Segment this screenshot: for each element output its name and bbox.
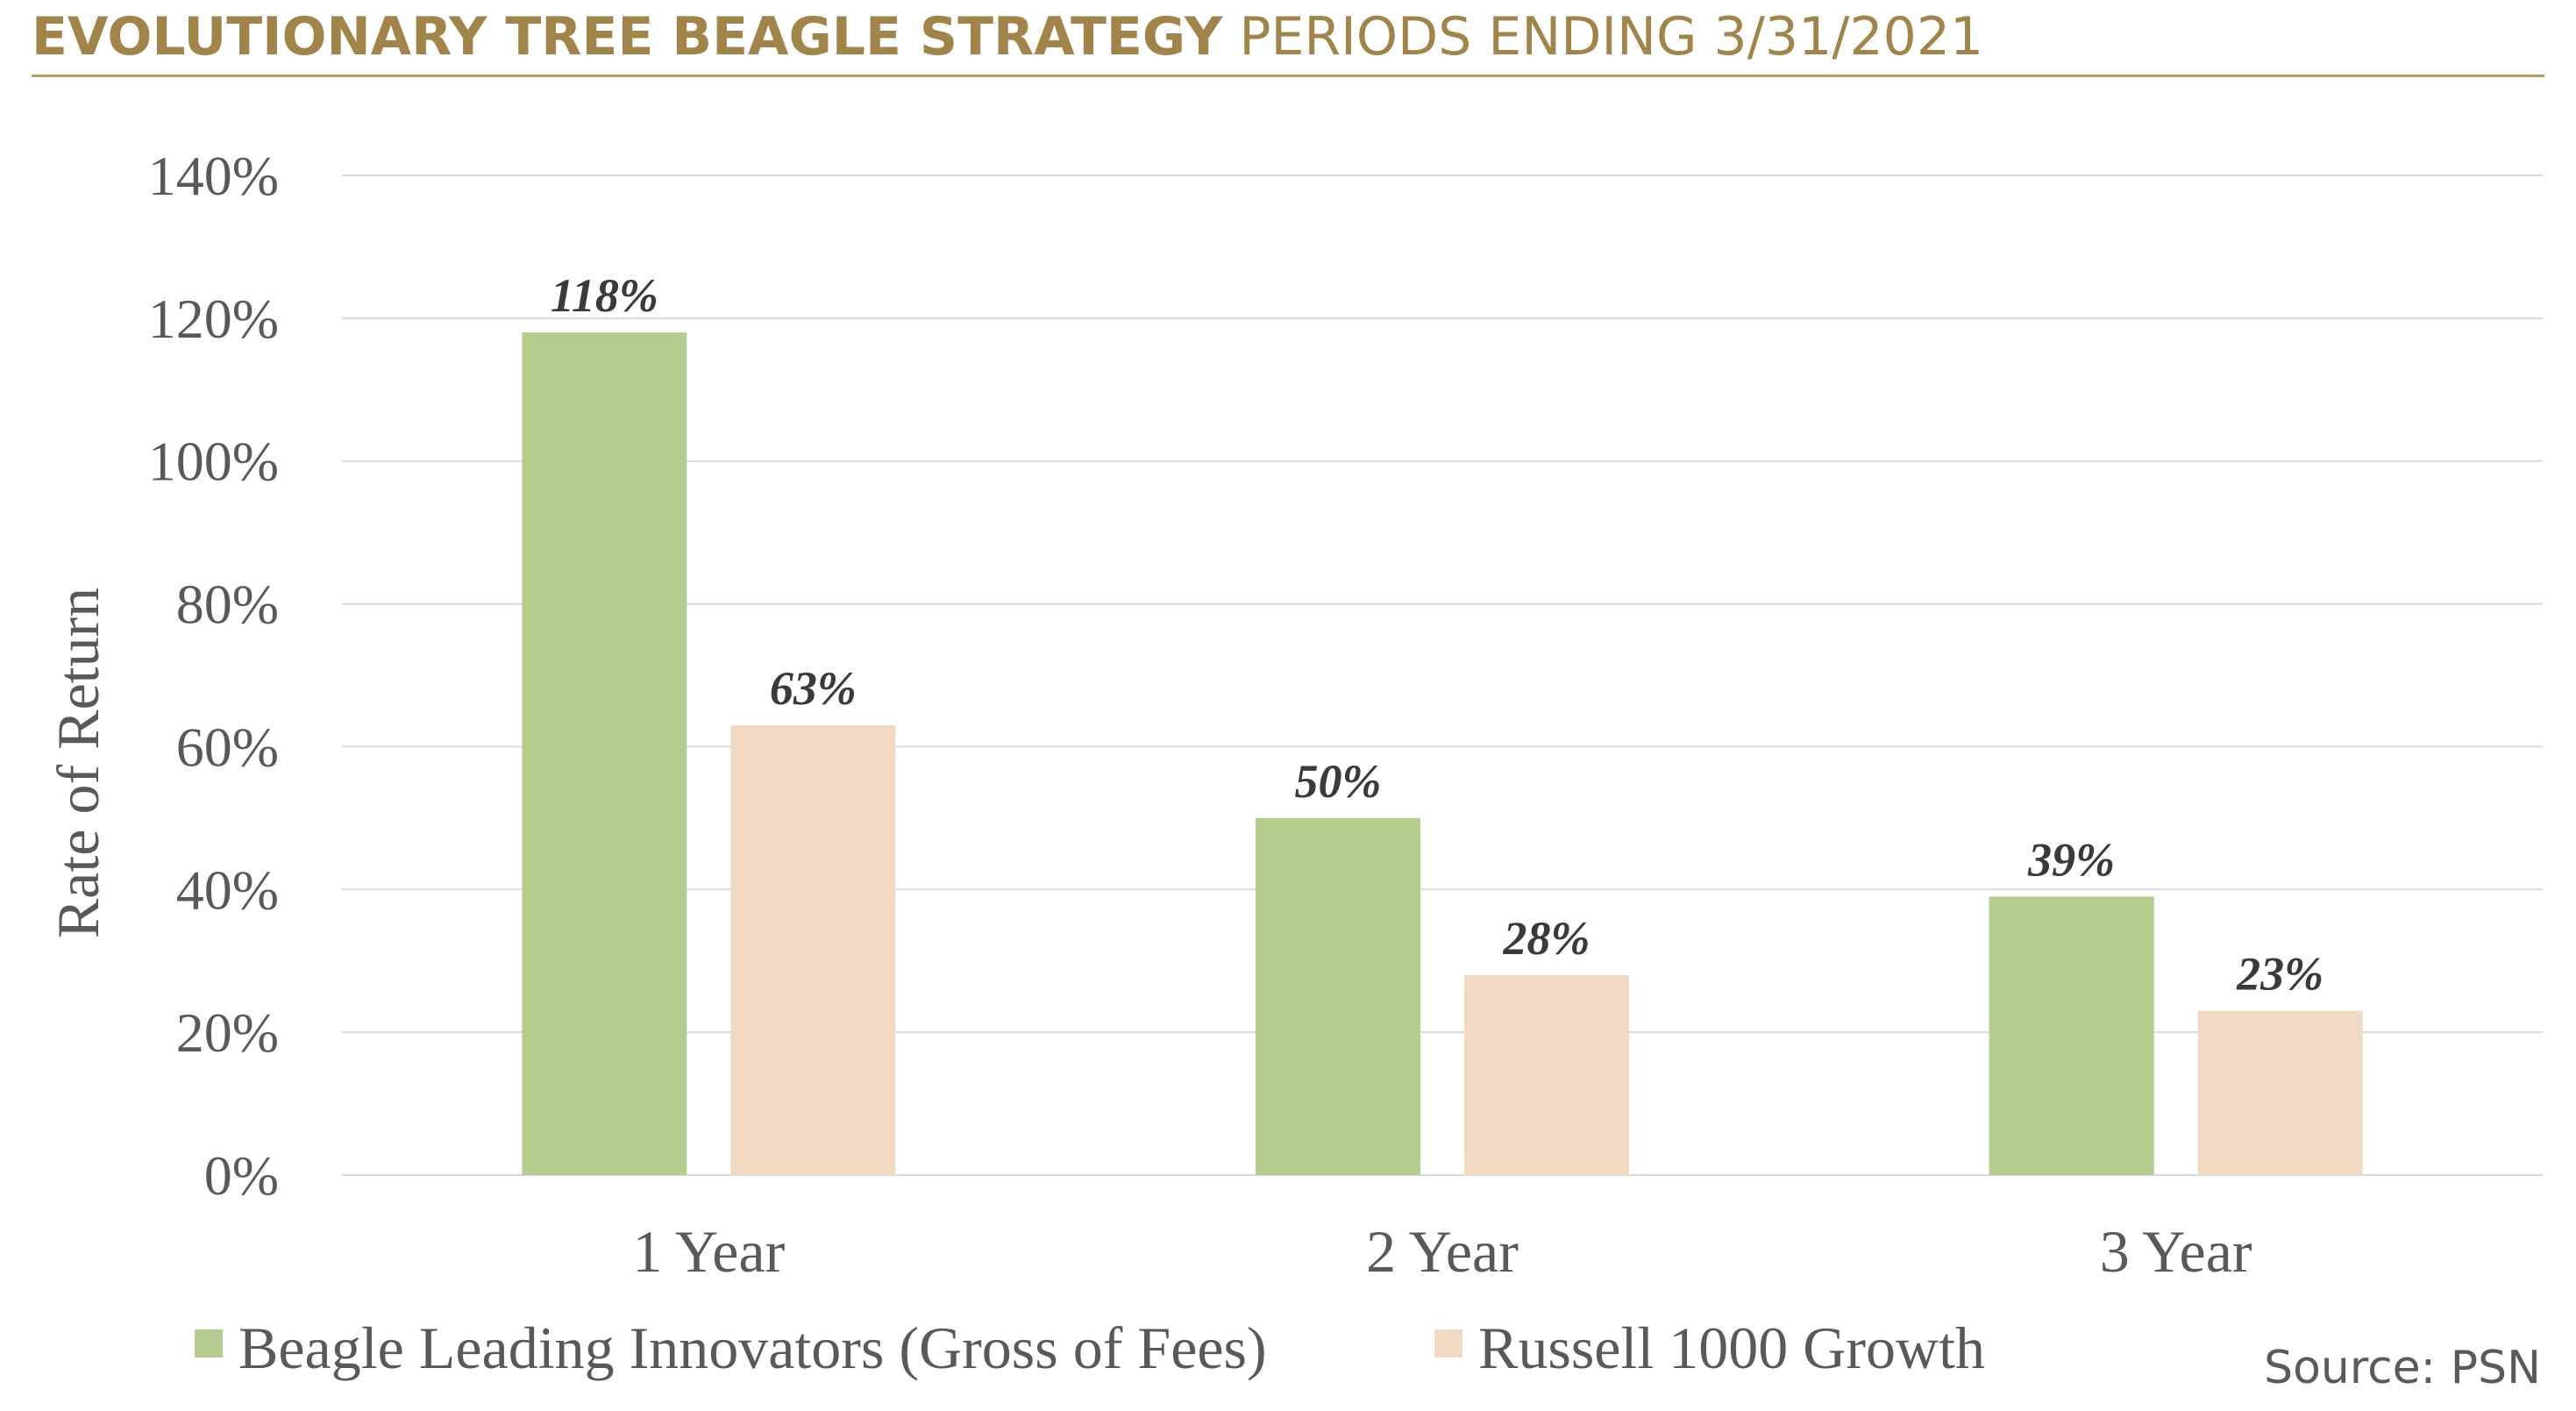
y-tick-label: 140% xyxy=(148,145,279,207)
gridlines xyxy=(342,175,2543,1176)
x-tick-label: 1 Year xyxy=(632,1218,785,1285)
chart-title: EVOLUTIONARY TREE BEAGLE STRATEGY PERIOD… xyxy=(32,2,1983,72)
y-axis-tick-labels: 0% 20% 40% 60% 80% 100% 120% 140% xyxy=(148,145,279,1207)
x-tick-label: 3 Year xyxy=(2100,1218,2252,1285)
y-tick-label: 120% xyxy=(148,288,279,350)
y-tick-label: 80% xyxy=(176,574,279,636)
x-axis-tick-labels: 1 Year 2 Year 3 Year xyxy=(632,1218,2252,1285)
source-note: Source: PSN xyxy=(2264,1342,2541,1394)
legend-swatch xyxy=(1434,1329,1462,1358)
bar xyxy=(1464,975,1629,1175)
data-labels: 118% 63% 50% 28% 39% 23% xyxy=(551,269,2323,1001)
y-tick-label: 20% xyxy=(176,1001,279,1064)
chart-header: EVOLUTIONARY TREE BEAGLE STRATEGY PERIOD… xyxy=(32,2,2544,77)
legend-label: Russell 1000 Growth xyxy=(1478,1315,1985,1381)
legend: Beagle Leading Innovators (Gross of Fees… xyxy=(195,1315,1985,1381)
bar xyxy=(522,332,687,1176)
legend-swatch xyxy=(195,1329,223,1358)
data-label: 50% xyxy=(1295,755,1382,808)
data-label: 118% xyxy=(551,269,658,322)
data-label: 39% xyxy=(2027,833,2115,886)
y-axis-label: Rate of Return xyxy=(45,588,111,938)
chart-title-main: EVOLUTIONARY TREE BEAGLE STRATEGY xyxy=(32,6,1223,68)
bar xyxy=(1256,817,1420,1175)
data-label: 28% xyxy=(1503,912,1590,965)
y-tick-label: 0% xyxy=(204,1144,279,1207)
y-tick-label: 40% xyxy=(176,859,279,921)
bar xyxy=(2197,1010,2363,1175)
data-label: 63% xyxy=(770,662,857,715)
legend-label: Beagle Leading Innovators (Gross of Fees… xyxy=(238,1315,1267,1381)
data-label: 23% xyxy=(2236,948,2323,1001)
bar xyxy=(1989,896,2154,1175)
chart-title-subtitle: PERIODS ENDING 3/31/2021 xyxy=(1239,6,1984,68)
bars xyxy=(522,332,2363,1176)
x-tick-label: 2 Year xyxy=(1366,1218,1519,1285)
title-divider xyxy=(32,75,2544,77)
bar xyxy=(730,725,896,1175)
y-tick-label: 100% xyxy=(148,431,279,493)
y-tick-label: 60% xyxy=(176,716,279,778)
